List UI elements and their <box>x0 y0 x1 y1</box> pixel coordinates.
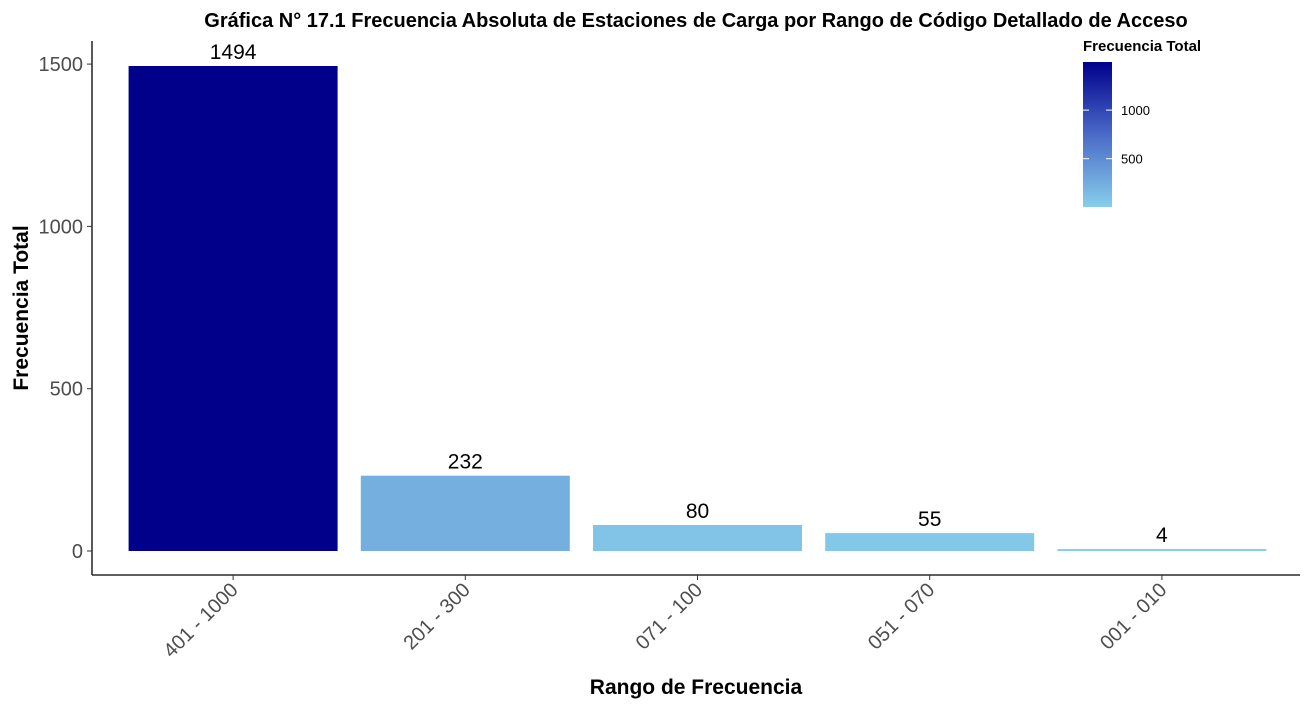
y-axis-ticks: 0 500 1000 1500 <box>39 54 92 563</box>
legend-ticks: 500 1000 <box>1083 103 1150 167</box>
legend-colorbar <box>1083 62 1112 207</box>
legend-tick-label-0: 500 <box>1121 152 1143 167</box>
bar-3 <box>825 533 1035 551</box>
bars <box>128 66 1267 551</box>
data-label-2: 80 <box>686 500 709 523</box>
y-axis-title: Frecuencia Total <box>10 225 33 390</box>
legend-title: Frecuencia Total <box>1083 38 1201 55</box>
bar-2 <box>593 525 802 551</box>
x-axis-ticks: 401 - 1000 201 - 300 071 - 100 051 - 070 001… <box>159 575 1171 662</box>
x-tick-label-1: 201 - 300 <box>400 579 475 654</box>
bar-0 <box>128 66 338 551</box>
color-legend: Frecuencia Total 500 1000 <box>1083 38 1201 207</box>
data-label-4: 4 <box>1156 524 1168 547</box>
data-labels: 1494 232 80 55 4 <box>210 41 1168 547</box>
y-tick-label-0: 0 <box>72 541 83 563</box>
x-tick-label-2: 071 - 100 <box>632 579 707 654</box>
data-label-3: 55 <box>918 508 941 531</box>
x-tick-label-0: 401 - 1000 <box>159 579 242 662</box>
x-axis-title: Rango de Frecuencia <box>590 676 803 699</box>
y-tick-label-1: 500 <box>50 379 83 401</box>
chart-title: Gráfica N° 17.1 Frecuencia Absoluta de E… <box>204 10 1187 32</box>
data-label-1: 232 <box>448 451 483 474</box>
y-tick-label-3: 1500 <box>39 54 84 76</box>
y-tick-label-2: 1000 <box>39 216 84 238</box>
x-tick-label-4: 001 - 010 <box>1096 579 1171 654</box>
bar-4 <box>1057 549 1267 551</box>
data-label-0: 1494 <box>210 41 257 64</box>
legend-tick-label-1: 1000 <box>1121 103 1150 118</box>
x-tick-label-3: 051 - 070 <box>864 579 939 654</box>
bar-1 <box>360 475 570 551</box>
